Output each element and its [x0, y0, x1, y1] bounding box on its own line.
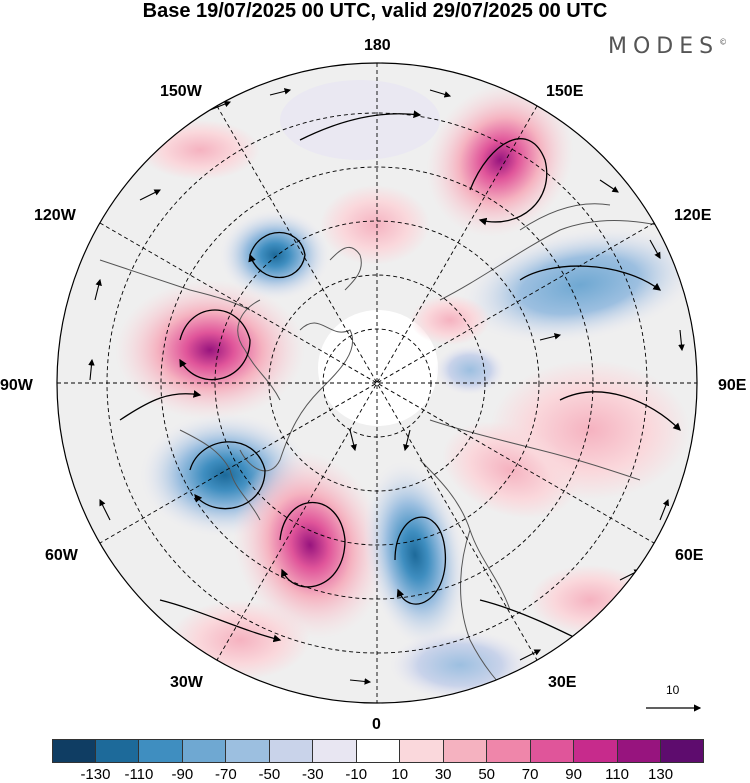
- lon-label-150w: 150W: [160, 83, 202, 100]
- colorbar-swatch: [226, 739, 270, 763]
- colorbar-tick-label: 50: [478, 766, 495, 783]
- siberia-low-shade: [461, 226, 697, 344]
- kamchatka-high-shade: [426, 83, 574, 237]
- map-disc: [57, 63, 697, 703]
- alaska-low-shade: [220, 210, 330, 300]
- colorbar-swatch: [661, 739, 704, 763]
- colorbar-swatch: [269, 739, 314, 763]
- colorbar-swatch: [52, 739, 96, 763]
- lon-label-30w: 30W: [170, 674, 203, 691]
- colorbar-tick-label: 30: [434, 766, 452, 783]
- colorbar-tick-label: 130: [648, 766, 674, 783]
- colorbar-tick-label: 10: [391, 766, 409, 783]
- colorbar-swatch: [443, 739, 488, 763]
- lon-label-30e: 30E: [548, 674, 577, 691]
- colorbar-tick-label: -10: [345, 766, 368, 783]
- colorbar-tick-label: -70: [215, 766, 237, 783]
- lon-label-120w: 120W: [34, 207, 76, 224]
- reference-vector-label: 10: [666, 683, 680, 697]
- colorbar-tick-label: -130: [80, 766, 111, 783]
- lon-label-90w: 90W: [0, 377, 33, 394]
- colorbar-tick-label: -90: [171, 766, 194, 783]
- colorbar: [52, 739, 704, 763]
- lon-label-150e: 150E: [546, 83, 584, 100]
- colorbar-swatch: [356, 739, 401, 763]
- colorbar-swatch: [139, 739, 183, 763]
- colorbar-tick-label: 70: [521, 766, 539, 783]
- north-atlantic-high-shade: [233, 451, 387, 639]
- colorbar-swatch: [487, 739, 531, 763]
- lon-label-90e: 90E: [718, 377, 747, 394]
- colorbar-tick-label: 90: [565, 766, 582, 783]
- colorbar-swatch: [182, 739, 227, 763]
- colorbar-swatch: [400, 739, 444, 763]
- colorbar-swatch: [574, 739, 618, 763]
- brand-text: MODES: [608, 34, 720, 59]
- copyright-mark: ©: [719, 37, 728, 47]
- map-border: [56, 62, 698, 704]
- canada-high-shade: [115, 280, 305, 420]
- colorbar-tick-label: 110: [605, 766, 630, 783]
- lon-label-120e: 120E: [674, 207, 712, 224]
- graticule: [57, 63, 697, 703]
- colorbar-swatch: [313, 739, 357, 763]
- bering-high-shade: [320, 185, 430, 265]
- modes-logo: MODES©: [608, 34, 727, 59]
- streamlines: [119, 110, 681, 651]
- lon-label-60w: 60W: [45, 547, 78, 564]
- colorbar-swatch: [95, 739, 140, 763]
- lon-label-0: 0: [372, 716, 381, 733]
- lon-label-60e: 60E: [675, 547, 704, 564]
- scandinavia-low-shade: [363, 461, 467, 649]
- map-title: Base 19/07/2025 00 UTC, valid 29/07/2025…: [142, 0, 608, 22]
- colorbar-tick-label: -110: [124, 766, 154, 783]
- lon-label-180: 180: [364, 37, 391, 54]
- colorbar-swatch: [617, 739, 662, 763]
- colorbar-swatch: [530, 739, 575, 763]
- colorbar-tick-label: -30: [301, 766, 324, 783]
- colorbar-tick-label: -50: [258, 766, 281, 783]
